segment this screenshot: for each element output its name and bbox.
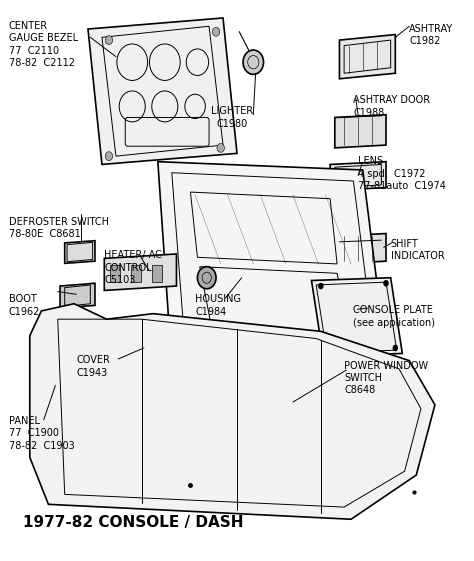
Polygon shape [335,114,386,148]
Polygon shape [330,162,386,190]
Text: PANEL
77  C1900
78-82  C1903: PANEL 77 C1900 78-82 C1903 [9,416,74,450]
Text: POWER WINDOW
SWITCH
C8648: POWER WINDOW SWITCH C8648 [344,361,428,396]
Circle shape [152,362,173,387]
Polygon shape [335,233,386,264]
Polygon shape [339,35,395,79]
Polygon shape [158,162,386,366]
Polygon shape [65,241,95,263]
Circle shape [217,144,224,152]
Polygon shape [311,278,402,356]
Circle shape [197,266,216,289]
Bar [131,265,141,282]
Polygon shape [88,18,237,164]
Circle shape [105,36,113,44]
Text: DEFROSTER SWITCH
78-80E  C8681: DEFROSTER SWITCH 78-80E C8681 [9,217,109,240]
Text: CENTER
GAUGE BEZEL
77  C2110
78-82  C2112: CENTER GAUGE BEZEL 77 C2110 78-82 C2112 [9,21,78,68]
Bar [110,265,119,282]
Text: LENS
4 spd.  C1972
77-81auto  C1974: LENS 4 spd. C1972 77-81auto C1974 [358,156,446,191]
Text: BOOT
C1962: BOOT C1962 [9,295,40,317]
Text: HEATER/ AC
CONTROL
C5103: HEATER/ AC CONTROL C5103 [104,250,162,285]
Circle shape [323,347,328,354]
Text: ASHTRAY
C1982: ASHTRAY C1982 [409,24,454,46]
Polygon shape [235,388,283,416]
Circle shape [318,283,324,289]
Text: CONSOLE PLATE
(see application): CONSOLE PLATE (see application) [354,305,436,328]
Polygon shape [30,304,435,519]
Circle shape [243,50,264,75]
Text: HOUSING
C1984: HOUSING C1984 [195,295,241,317]
Circle shape [105,151,113,160]
Text: 1977-82 CONSOLE / DASH: 1977-82 CONSOLE / DASH [23,516,243,530]
Bar [152,265,162,282]
Circle shape [212,27,220,36]
Text: LIGHTER
C1980: LIGHTER C1980 [211,107,254,129]
Polygon shape [104,254,176,291]
Polygon shape [251,406,281,421]
Text: ASHTRAY DOOR
C1988: ASHTRAY DOOR C1988 [354,95,430,118]
Text: SHIFT
INDICATOR: SHIFT INDICATOR [391,239,445,261]
Text: COVER
C1943: COVER C1943 [76,355,110,378]
Polygon shape [314,184,335,206]
Circle shape [383,280,389,287]
Circle shape [392,344,398,351]
Polygon shape [60,283,95,308]
Polygon shape [116,337,214,419]
